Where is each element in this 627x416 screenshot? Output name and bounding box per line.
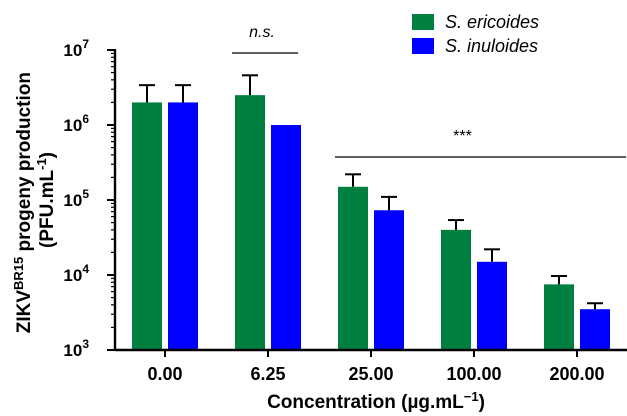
error-bars-group xyxy=(139,74,603,310)
bar-inuloides-1 xyxy=(271,125,301,350)
x-tick-label: 6.25 xyxy=(250,364,285,384)
y-tick-label: 105 xyxy=(63,187,89,210)
annotations-group: n.s. *** xyxy=(232,24,626,158)
bar-ericoides-1 xyxy=(235,95,265,350)
legend-swatch xyxy=(412,14,434,30)
x-tick-label: 200.00 xyxy=(549,364,604,384)
legend: S. ericoides S. inuloides xyxy=(412,12,539,56)
y-tick-label: 104 xyxy=(63,262,89,285)
y-axis-title-superscript: BR15 xyxy=(11,257,26,290)
bar-inuloides-2 xyxy=(374,210,404,350)
bar-ericoides-3 xyxy=(441,229,471,350)
bar-inuloides-4 xyxy=(580,309,610,350)
y-axis-title-line1: ZIKVBR15 progeny production xyxy=(11,72,35,333)
x-tick-label: 100.00 xyxy=(446,364,501,384)
x-axis-title-superscript: −1 xyxy=(464,389,479,404)
bar-inuloides-0 xyxy=(168,102,198,350)
significance-label: *** xyxy=(453,128,472,145)
legend-label: S. inuloides xyxy=(445,36,538,56)
y-tick-label: 107 xyxy=(63,37,89,60)
legend-swatch xyxy=(412,38,434,54)
y-axis-title-line2: (PFU.mL-1) xyxy=(34,152,58,248)
legend-label: S. ericoides xyxy=(445,12,539,32)
significance-label: n.s. xyxy=(249,24,275,41)
bar-inuloides-3 xyxy=(477,261,507,350)
x-axis-title: Concentration (µg.mL−1) xyxy=(267,389,485,413)
y-tick-label: 103 xyxy=(63,337,89,360)
bar-ericoides-4 xyxy=(544,284,574,350)
bars-group xyxy=(132,95,610,350)
x-tick-label: 25.00 xyxy=(348,364,393,384)
y-axis-title: ZIKVBR15 progeny production (PFU.mL-1) xyxy=(11,67,58,334)
y-tick-label: 106 xyxy=(63,112,89,135)
x-tick-label: 0.00 xyxy=(147,364,182,384)
axes-group: 103 104 105 106 107 0.00 6.25 25.00 100.00 200.00 xyxy=(63,37,627,384)
bar-ericoides-0 xyxy=(132,102,162,350)
bar-ericoides-2 xyxy=(338,186,368,350)
